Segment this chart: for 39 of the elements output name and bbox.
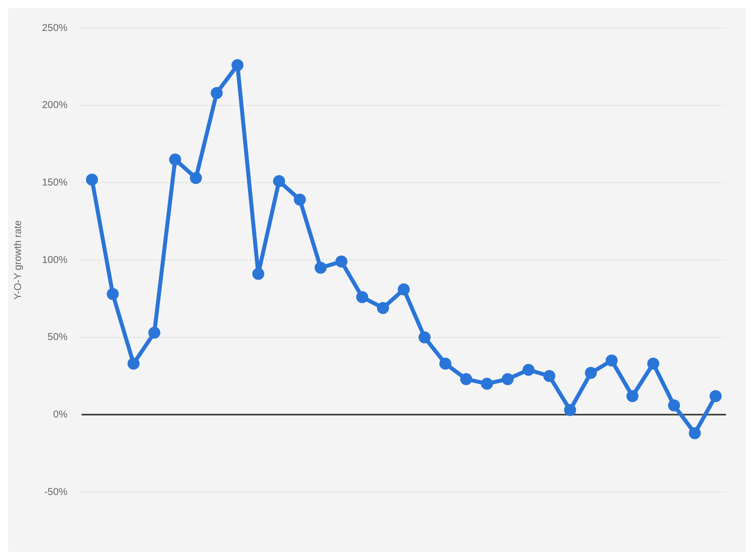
point [626, 390, 638, 402]
point [668, 399, 680, 412]
point [480, 378, 493, 390]
y-tick-label: 0% [53, 409, 68, 420]
y-tick-label: 250% [42, 22, 68, 34]
point [294, 194, 306, 206]
y-tick-label: 200% [42, 100, 68, 112]
point [606, 354, 618, 367]
point [710, 390, 722, 402]
point [398, 283, 410, 296]
point [356, 291, 368, 304]
point [460, 373, 472, 386]
point [252, 268, 264, 280]
point [418, 331, 431, 344]
point [106, 288, 119, 300]
point [314, 262, 327, 274]
point [377, 302, 389, 314]
point [231, 59, 244, 72]
point [148, 326, 160, 339]
point [647, 358, 660, 370]
point [86, 174, 98, 186]
point [502, 373, 514, 386]
y-tick-label: 100% [42, 254, 68, 266]
point [273, 175, 286, 188]
point [543, 370, 556, 382]
y-axis-title: Y-O-Y growth rate [12, 220, 24, 300]
point [564, 404, 576, 416]
point [522, 364, 535, 376]
y-tick-label: 150% [42, 177, 68, 188]
point [190, 172, 202, 184]
point [439, 358, 452, 370]
y-tick-label: -50% [44, 486, 68, 498]
point [210, 86, 223, 99]
point [584, 366, 597, 379]
y-tick-label: 50% [48, 332, 68, 344]
point [335, 256, 348, 268]
point [169, 153, 182, 166]
point [688, 427, 701, 440]
point [128, 358, 140, 370]
